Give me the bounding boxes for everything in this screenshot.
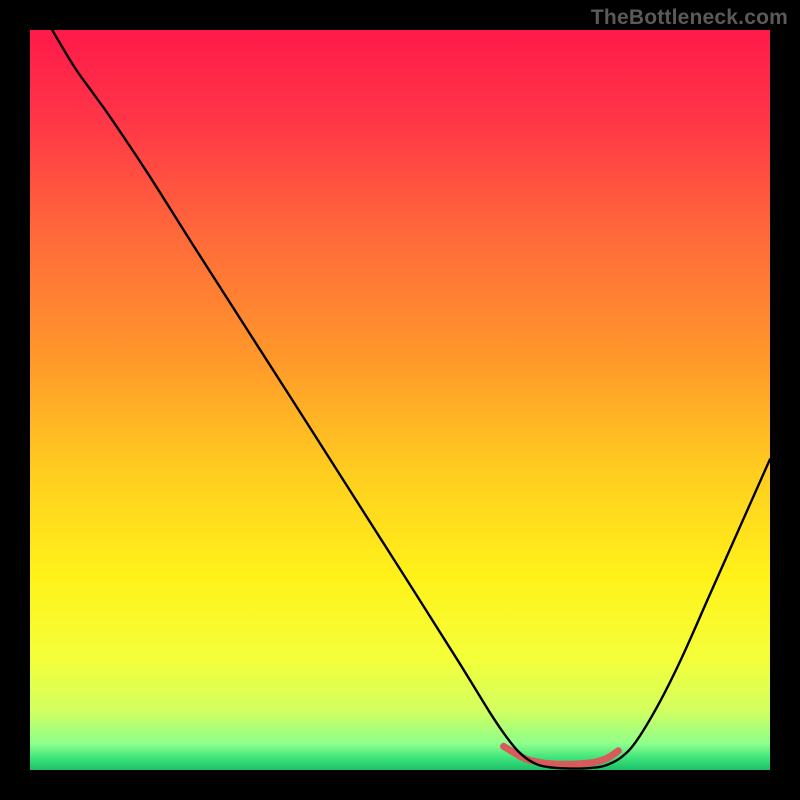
chart-background (30, 30, 770, 770)
watermark-text: TheBottleneck.com (591, 6, 788, 30)
chart-svg (30, 30, 770, 770)
chart-plot-area (30, 30, 770, 770)
